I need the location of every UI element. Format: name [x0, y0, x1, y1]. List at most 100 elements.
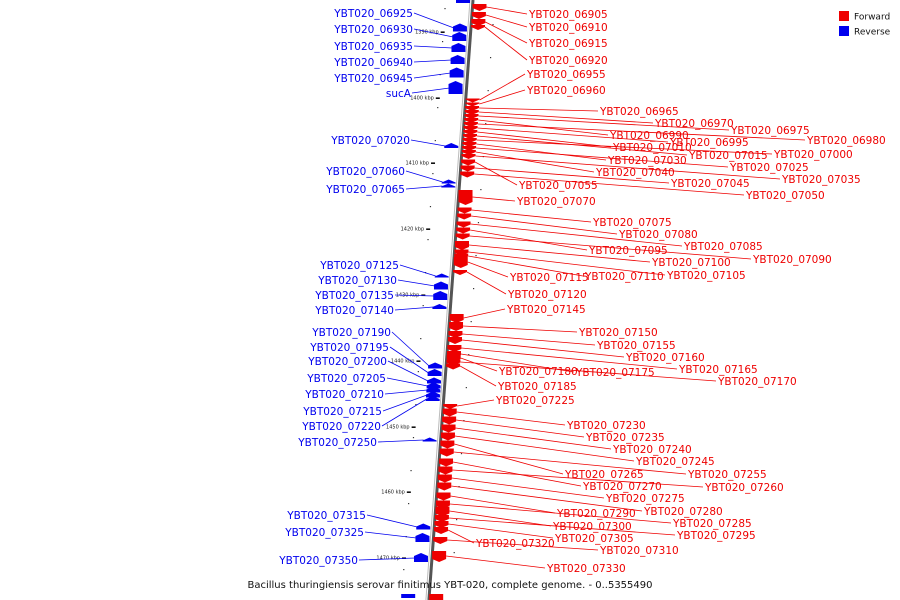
tick-label: 1440 kbp [391, 359, 415, 365]
reverse-gene-feature [416, 523, 431, 530]
forward-gene-feature [440, 440, 455, 449]
tick-mark [421, 294, 426, 296]
reverse-gene-feature [428, 362, 443, 369]
forward-gene-label: YBT020_07085 [683, 241, 763, 253]
minor-tick [432, 173, 434, 175]
forward-gene-label: YBT020_07160 [625, 352, 705, 364]
forward-gene-label: YBT020_07120 [507, 289, 587, 301]
forward-gene-feature [443, 404, 458, 409]
reverse-gene-feature [426, 386, 441, 393]
forward-gene-label: YBT020_07110 [584, 271, 664, 283]
forward-gene-connector [454, 435, 635, 462]
forward-gene-label: YBT020_07330 [546, 563, 626, 575]
forward-gene-feature [433, 537, 448, 544]
forward-gene-connector [479, 89, 526, 105]
reverse-gene-feature [434, 273, 449, 278]
reverse-gene-label: YBT020_07200 [307, 356, 387, 368]
forward-gene-connector [476, 147, 729, 168]
forward-gene-label: YBT020_07165 [678, 364, 758, 376]
forward-gene-connector [447, 529, 475, 544]
reverse-gene-connector [387, 360, 429, 382]
reverse-gene-connector [394, 294, 435, 297]
forward-gene-label: YBT020_07000 [773, 149, 853, 161]
forward-gene-connector [452, 469, 704, 488]
forward-gene-feature [461, 159, 476, 166]
forward-gene-feature [439, 458, 454, 467]
forward-gene-connector [462, 333, 596, 346]
forward-gene-connector [475, 151, 595, 173]
forward-gene-label: YBT020_07145 [506, 304, 586, 316]
forward-gene-label: YBT020_07035 [781, 174, 861, 186]
forward-gene-connector [459, 365, 497, 387]
forward-gene-label: YBT020_07105 [666, 270, 746, 282]
forward-gene-feature [471, 12, 486, 19]
tick-label: 1470 kbp [376, 556, 400, 562]
forward-gene-connector [468, 251, 666, 276]
reverse-gene-connector [413, 72, 451, 79]
reverse-gene-connector [381, 398, 427, 427]
forward-gene-feature [454, 249, 469, 256]
tick-label: 1420 kbp [401, 227, 425, 233]
minor-tick [487, 90, 489, 92]
genome-backbone [425, 0, 475, 600]
forward-gene-feature [432, 551, 447, 562]
reverse-gene-label: YBT020_07315 [286, 510, 366, 522]
tick-mark [426, 228, 431, 230]
tick-mark [411, 426, 416, 428]
forward-gene-feature [465, 102, 480, 107]
legend-swatch [839, 11, 849, 21]
forward-gene-connector [479, 107, 599, 112]
reverse-gene-connector [382, 394, 428, 412]
minor-tick [451, 585, 453, 587]
map-caption: Bacillus thuringiensis serovar finitimus… [247, 580, 652, 591]
forward-gene-label: YBT020_06915 [528, 38, 608, 50]
reverse-gene-label: YBT020_07195 [309, 342, 389, 354]
backbone-highlight [425, 0, 471, 600]
minor-tick [417, 371, 419, 373]
forward-gene-connector [469, 235, 752, 260]
forward-gene-connector [485, 14, 528, 28]
minor-tick [453, 552, 455, 554]
forward-gene-connector [467, 261, 509, 278]
minor-tick [437, 107, 439, 109]
forward-gene-feature [472, 4, 487, 11]
reverse-gene-label: YBT020_07215 [302, 406, 382, 418]
reverse-gene-connector [411, 87, 450, 94]
forward-gene-feature [439, 448, 454, 457]
reverse-gene-connector [413, 12, 455, 29]
forward-gene-label: YBT020_07295 [676, 530, 756, 542]
reverse-gene-label: YBT020_07060 [325, 166, 405, 178]
reverse-gene-feature [426, 377, 441, 384]
forward-gene-connector [460, 361, 717, 382]
reverse-gene-feature [441, 179, 456, 184]
forward-gene-label: YBT020_06975 [730, 125, 810, 137]
legend-swatch [839, 26, 849, 36]
forward-gene-connector [484, 26, 528, 61]
forward-gene-feature [440, 432, 455, 441]
reverse-gene-connector [391, 331, 430, 367]
reverse-gene-label: YBT020_07130 [317, 275, 397, 287]
reverse-gene-feature [441, 183, 456, 188]
forward-gene-feature [448, 337, 463, 344]
forward-gene-label: YBT020_07055 [518, 180, 598, 192]
minor-tick [477, 222, 480, 224]
forward-gene-feature [456, 221, 471, 228]
reverse-gene-feature [452, 23, 467, 32]
forward-gene-feature [460, 171, 475, 178]
reverse-gene-feature [433, 291, 448, 300]
forward-gene-label: YBT020_07320 [475, 538, 555, 550]
tick-mark [440, 31, 445, 33]
reverse-gene-connector [358, 557, 416, 561]
forward-gene-connector [463, 308, 506, 319]
forward-gene-label: YBT020_06910 [528, 22, 608, 34]
minor-tick [458, 486, 460, 488]
minor-tick [408, 503, 410, 505]
forward-gene-connector [466, 271, 507, 295]
reverse-gene-connector [386, 377, 428, 387]
reverse-gene-feature [425, 391, 440, 398]
reverse-gene-feature [448, 81, 463, 94]
forward-gene-label: YBT020_07310 [599, 545, 679, 557]
forward-gene-feature [437, 482, 452, 491]
forward-gene-label: YBT020_07235 [585, 432, 665, 444]
